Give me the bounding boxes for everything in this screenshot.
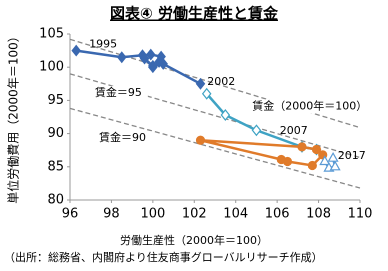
- y-tick-label: 90: [47, 126, 64, 141]
- point: [251, 124, 262, 137]
- point: [319, 155, 331, 166]
- reference-line: [69, 107, 361, 189]
- point: [307, 160, 317, 171]
- x-tick-label: 96: [62, 207, 79, 222]
- annotation: 2002: [207, 75, 235, 88]
- point: [327, 151, 339, 162]
- y-tick-label: 100: [39, 60, 64, 75]
- chart-title: 図表④ 労働生産性と賃金: [110, 5, 279, 23]
- y-tick-label: 85: [47, 159, 64, 174]
- source-note: （出所：総務省、内閣府より住友商事グローバルリサーチ作成）: [4, 250, 323, 264]
- point: [139, 52, 150, 65]
- point: [146, 48, 156, 61]
- y-tick-label: 80: [47, 193, 64, 208]
- point: [329, 160, 341, 171]
- x-axis-label: 労働生産性（2000年＝100）: [120, 233, 268, 247]
- point: [201, 87, 212, 100]
- point: [195, 135, 206, 145]
- label-bg: [92, 86, 148, 101]
- point: [148, 59, 158, 72]
- x-tick-label: 98: [103, 207, 120, 222]
- reference-label: 賃金＝95: [95, 85, 142, 99]
- label-bg: [250, 99, 388, 114]
- point: [282, 156, 293, 167]
- x-tick-label: 106: [265, 207, 290, 222]
- point: [71, 44, 81, 57]
- y-tick-label: 95: [47, 93, 64, 108]
- annotation: 1995: [89, 38, 117, 51]
- y-axis-label: 単位労働費用（2000年＝100）: [6, 30, 21, 203]
- x-tick-label: 104: [223, 207, 248, 222]
- point: [158, 57, 168, 70]
- annotation: 2017: [338, 149, 366, 162]
- point: [311, 144, 322, 155]
- x-tick-label: 102: [182, 207, 207, 222]
- x-tick-label: 100: [140, 207, 165, 222]
- point: [297, 142, 307, 152]
- y-tick-label: 105: [39, 27, 64, 42]
- annotation: 2007: [280, 124, 308, 137]
- reference-label: 賃金＝90: [99, 130, 146, 144]
- point: [117, 51, 127, 64]
- reference-label: 賃金（2000年＝100）: [252, 98, 367, 112]
- point: [220, 109, 231, 121]
- point: [195, 77, 206, 90]
- x-tick-label: 108: [306, 207, 331, 222]
- x-tick-label: 110: [348, 207, 373, 222]
- label-bg: [97, 131, 152, 146]
